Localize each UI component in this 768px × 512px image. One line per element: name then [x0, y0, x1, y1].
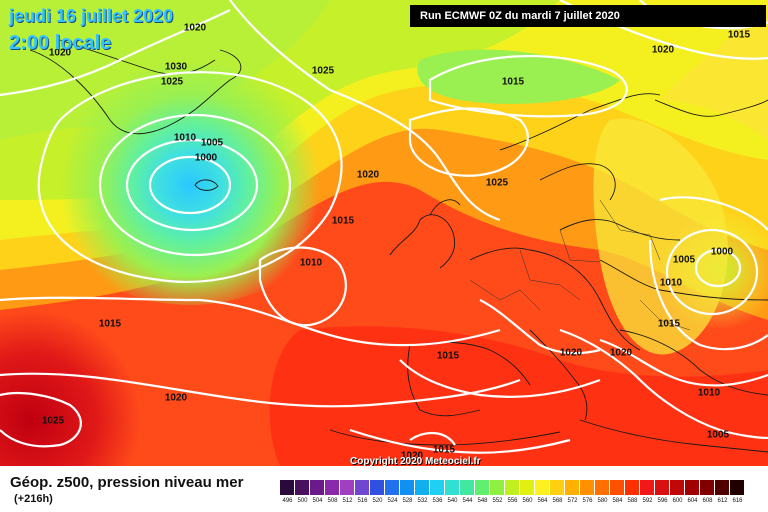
isobar-label: 1025 [160, 76, 184, 88]
scale-label: 576 [582, 498, 593, 504]
scale-label: 608 [702, 498, 713, 504]
scale-swatch [520, 480, 535, 495]
scale-label: 508 [327, 498, 338, 504]
scale-swatch [535, 480, 550, 495]
scale-swatch [580, 480, 595, 495]
scale-swatch [610, 480, 625, 495]
isobar-label: 1005 [672, 254, 696, 266]
scale-swatch [730, 480, 745, 495]
scale-swatch [460, 480, 475, 495]
isobar-label: 1010 [659, 277, 683, 289]
isobar-label: 1020 [164, 392, 188, 404]
isobar-label: 1015 [331, 215, 355, 227]
isobar-label: 1015 [98, 318, 122, 330]
scale-label: 584 [612, 498, 623, 504]
scale-swatch [625, 480, 640, 495]
scale-label: 524 [387, 498, 398, 504]
isobar-label: 1020 [48, 47, 72, 59]
scale-label: 572 [567, 498, 578, 504]
scale-label: 512 [342, 498, 353, 504]
scale-label: 552 [492, 498, 503, 504]
scale-swatch [355, 480, 370, 495]
isobar-label: 1025 [41, 415, 65, 427]
isobar-label: 1010 [173, 132, 197, 144]
scale-swatch [475, 480, 490, 495]
scale-swatch [385, 480, 400, 495]
scale-label: 564 [537, 498, 548, 504]
isobar-label: 1005 [706, 429, 730, 441]
scale-label: 496 [282, 498, 293, 504]
model-run-label: Run ECMWF 0Z du mardi 7 juillet 2020 [410, 5, 766, 27]
scale-label: 600 [672, 498, 683, 504]
scale-swatch [280, 480, 295, 495]
scale-swatch [715, 480, 730, 495]
isobar-label: 1020 [559, 347, 583, 359]
scale-swatch [415, 480, 430, 495]
isobar-label: 1000 [710, 246, 734, 258]
scale-swatch [550, 480, 565, 495]
isobar-label: 1005 [200, 137, 224, 149]
scale-swatch [340, 480, 355, 495]
scale-swatch [295, 480, 310, 495]
scale-swatch [400, 480, 415, 495]
scale-label: 540 [447, 498, 458, 504]
isobar-label: 1010 [697, 387, 721, 399]
isobar-label: 1020 [400, 450, 424, 462]
isobar-label: 1025 [485, 177, 509, 189]
isobar-label: 1015 [727, 29, 751, 41]
scale-swatch [640, 480, 655, 495]
scale-swatch [445, 480, 460, 495]
scale-swatch [370, 480, 385, 495]
scale-label: 596 [657, 498, 668, 504]
scale-label: 520 [372, 498, 383, 504]
scale-swatch [490, 480, 505, 495]
scale-label: 612 [717, 498, 728, 504]
scale-label: 580 [597, 498, 608, 504]
scale-label: 568 [552, 498, 563, 504]
scale-label: 588 [627, 498, 638, 504]
scale-label: 536 [432, 498, 443, 504]
isobar-label: 1015 [501, 76, 525, 88]
scale-label: 548 [477, 498, 488, 504]
scale-swatch [325, 480, 340, 495]
scale-label: 592 [642, 498, 653, 504]
scale-swatch [685, 480, 700, 495]
scale-label: 556 [507, 498, 518, 504]
forecast-time: 2:00 locale [9, 32, 112, 54]
scale-swatch [655, 480, 670, 495]
isobar-label: 1015 [432, 444, 456, 456]
scale-label: 500 [297, 498, 308, 504]
isobar-label: 1020 [609, 347, 633, 359]
scale-label: 560 [522, 498, 533, 504]
isobar-label: 1030 [164, 61, 188, 73]
isobar-label: 1000 [194, 152, 218, 164]
isobar-label: 1020 [183, 22, 207, 34]
scale-label: 516 [357, 498, 368, 504]
isobar-label: 1015 [657, 318, 681, 330]
scale-label: 616 [732, 498, 743, 504]
scale-swatch [670, 480, 685, 495]
isobar-label: 1015 [436, 350, 460, 362]
isobar-label: 1025 [311, 65, 335, 77]
isobar-label: 1020 [356, 169, 380, 181]
scale-swatch [595, 480, 610, 495]
scale-label: 532 [417, 498, 428, 504]
isobar-label: 1010 [299, 257, 323, 269]
forecast-lead-time: (+216h) [14, 493, 53, 505]
scale-label: 544 [462, 498, 473, 504]
scale-label: 528 [402, 498, 413, 504]
map-caption: Géop. z500, pression niveau mer [10, 474, 244, 491]
copyright-text: Copyright 2020 Meteociel.fr [350, 456, 481, 466]
scale-swatch [310, 480, 325, 495]
scale-swatch [700, 480, 715, 495]
weather-map: 1020 1020 1030 1025 1025 1010 1005 1000 … [0, 0, 768, 466]
scale-swatch [505, 480, 520, 495]
scale-label: 604 [687, 498, 698, 504]
scale-swatch [565, 480, 580, 495]
scale-label: 504 [312, 498, 323, 504]
scale-swatch [430, 480, 445, 495]
isobar-label: 1020 [651, 44, 675, 56]
forecast-date: jeudi 16 juillet 2020 [9, 6, 174, 26]
